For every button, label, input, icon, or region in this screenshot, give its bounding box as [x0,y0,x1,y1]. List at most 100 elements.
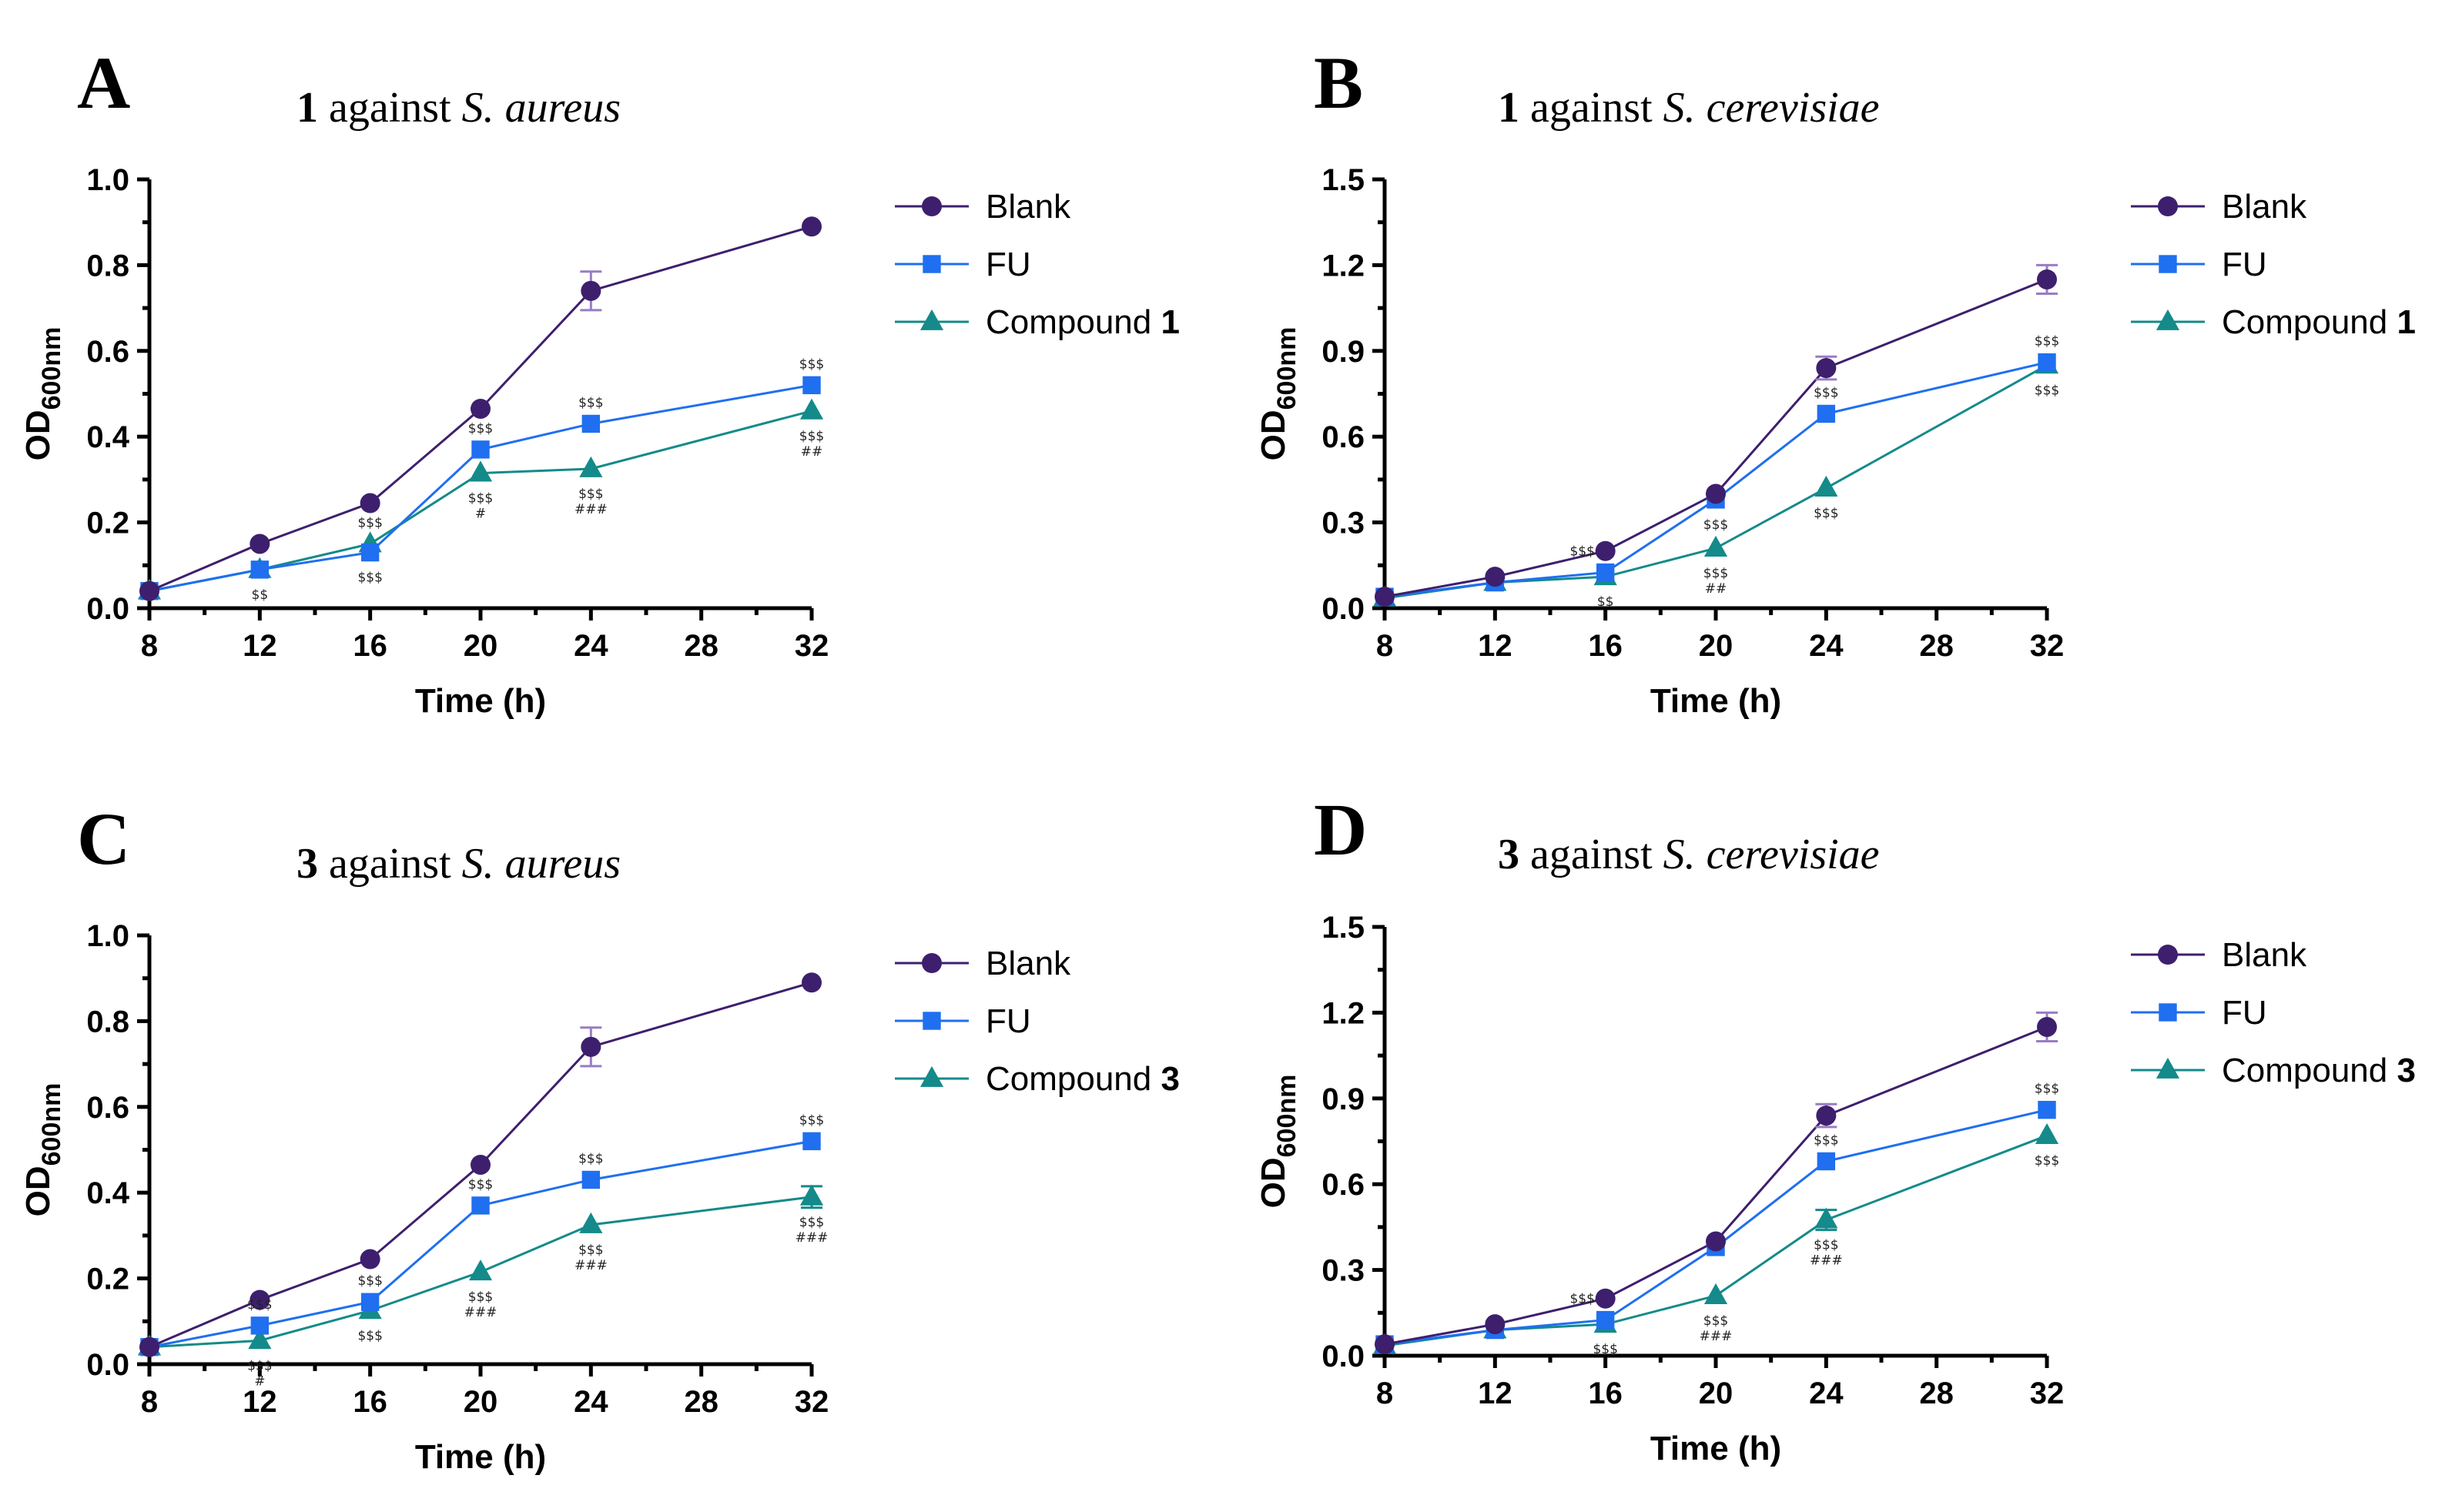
series-line-blank [1384,1025,2048,1346]
x-tick-label: 16 [1588,1377,1623,1410]
data-point-blank [2037,1016,2057,1037]
significance-label: ### [464,1305,497,1320]
significance-label: ### [574,502,608,517]
significance-label: $$$ [1593,1342,1617,1357]
legend-label: FU [986,1002,1031,1040]
significance-label: $$$ [247,1358,272,1373]
legend-label: Blank [2222,936,2307,974]
significance-label: ### [1700,1329,1733,1344]
x-tick-label: 8 [1376,1377,1393,1410]
significance-label: $$$ [1569,1292,1594,1307]
y-tick-label: 0.2 [86,507,129,540]
x-tick-label: 32 [2030,1377,2065,1410]
data-point-compound [799,398,824,420]
significance-label: $$$ [1703,517,1728,533]
panel-B: B 1 against S. cerevisiae 0.0 0.3 0.6 0.9 1.2 1… [1254,42,2416,720]
data-point-compound [248,1328,272,1350]
significance-label: $$$ [357,570,382,586]
data-point-compound [799,1184,824,1206]
x-tick-label: 12 [1478,1377,1512,1410]
legend-label: Compound 1 [2222,303,2416,341]
legend-marker-fu [923,1012,941,1030]
legend-marker-fu [923,255,941,273]
data-point-compound [1814,1207,1838,1229]
y-tick-label: 1.0 [86,163,129,197]
x-tick-label: 28 [1919,1377,1954,1410]
data-point-blank [250,1290,270,1310]
data-point-blank [1485,567,1506,587]
panel-letter: D [1314,788,1367,871]
x-tick-label: 12 [1478,629,1512,663]
data-point-fu [1817,404,1836,423]
x-tick-label: 8 [1376,629,1393,663]
series-line-fu [1384,1109,2048,1346]
y-tick-label: 0.0 [1321,1340,1365,1373]
panel-D: D 3 against S. cerevisiae 0.0 0.3 0.6 0.9 1.2 1… [1254,788,2416,1467]
data-point-blank [802,216,822,237]
x-tick-label: 28 [1919,629,1954,663]
legend-marker-compound [2156,1057,2180,1079]
data-point-blank [2037,269,2057,289]
x-tick-label: 24 [1809,629,1844,663]
data-point-blank [1375,1334,1395,1355]
data-point-fu [360,543,380,562]
significance-label: $$$ [578,1151,603,1166]
significance-label: $$ [252,587,269,603]
x-tick-label: 28 [684,1385,719,1419]
y-tick-label: 1.0 [86,919,129,953]
legend-label: FU [2222,246,2267,283]
y-tick-label: 0.6 [1321,420,1365,454]
significance-label: ## [801,444,823,460]
chart-title: 1 against S. cerevisiae [1498,84,1880,132]
x-tick-label: 32 [795,1385,829,1419]
legend-label: Compound 3 [986,1060,1180,1098]
significance-label: $$$ [1703,1313,1728,1329]
y-axis-label: OD600nm [1254,1075,1301,1209]
series-line-blank [1384,278,2048,598]
y-tick-label: 0.0 [86,1348,129,1382]
data-point-fu [802,1132,821,1151]
significance-label: $$$ [799,1112,824,1128]
data-point-blank [581,280,601,301]
significance-label: # [254,1373,265,1389]
data-point-compound [579,1212,603,1233]
data-point-fu [1817,1152,1836,1171]
data-point-fu [2038,353,2056,372]
significance-label: $$$ [1814,1132,1838,1148]
series-line-compound [1384,364,2048,600]
significance-label: $$$ [578,487,603,502]
y-tick-label: 0.3 [1321,1254,1365,1288]
significance-label: ## [1705,581,1727,597]
legend-marker-blank [922,196,942,216]
significance-label: ### [796,1230,829,1246]
data-point-fu [360,1293,380,1311]
data-point-fu [581,1170,601,1189]
y-tick-label: 0.3 [1321,507,1365,540]
data-point-blank [1595,1288,1616,1309]
legend-label: Blank [2222,188,2307,226]
y-tick-label: 0.9 [1321,1082,1365,1116]
data-point-blank [1706,483,1726,504]
legend-marker-blank [2158,196,2178,216]
panel-letter: B [1314,42,1363,124]
series-line-fu [149,1139,812,1349]
legend-marker-fu [2159,1003,2177,1022]
series-line-blank [149,981,812,1349]
y-tick-label: 0.8 [86,249,129,283]
x-axis-label: Time (h) [415,1438,546,1476]
y-axis-label: OD600nm [19,327,66,461]
significance-label: $$$ [468,421,493,437]
data-point-blank [1816,358,1837,379]
x-tick-label: 12 [243,629,277,663]
data-point-fu [471,440,490,459]
significance-label: $$$ [357,1273,382,1289]
significance-label: $$$ [357,1328,382,1343]
data-point-blank [471,398,491,419]
significance-label: $$$ [1703,566,1728,581]
significance-label: $$$ [1569,544,1594,560]
chart-title: 3 against S. cerevisiae [1498,831,1880,878]
y-tick-label: 0.0 [1321,592,1365,626]
y-tick-label: 0.0 [86,592,129,626]
data-point-blank [250,534,270,554]
